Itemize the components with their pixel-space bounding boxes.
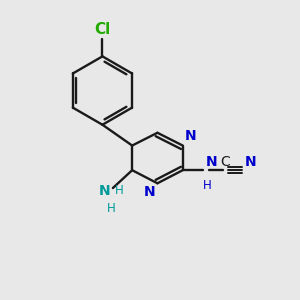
Text: N: N: [185, 129, 197, 143]
Text: Cl: Cl: [94, 22, 111, 37]
Text: H: H: [107, 202, 116, 215]
Text: N: N: [244, 155, 256, 169]
Text: H: H: [202, 179, 211, 192]
Text: H: H: [115, 184, 124, 197]
Text: N: N: [99, 184, 110, 198]
Text: N: N: [205, 155, 217, 169]
Text: C: C: [220, 155, 230, 169]
Text: N: N: [143, 185, 155, 199]
